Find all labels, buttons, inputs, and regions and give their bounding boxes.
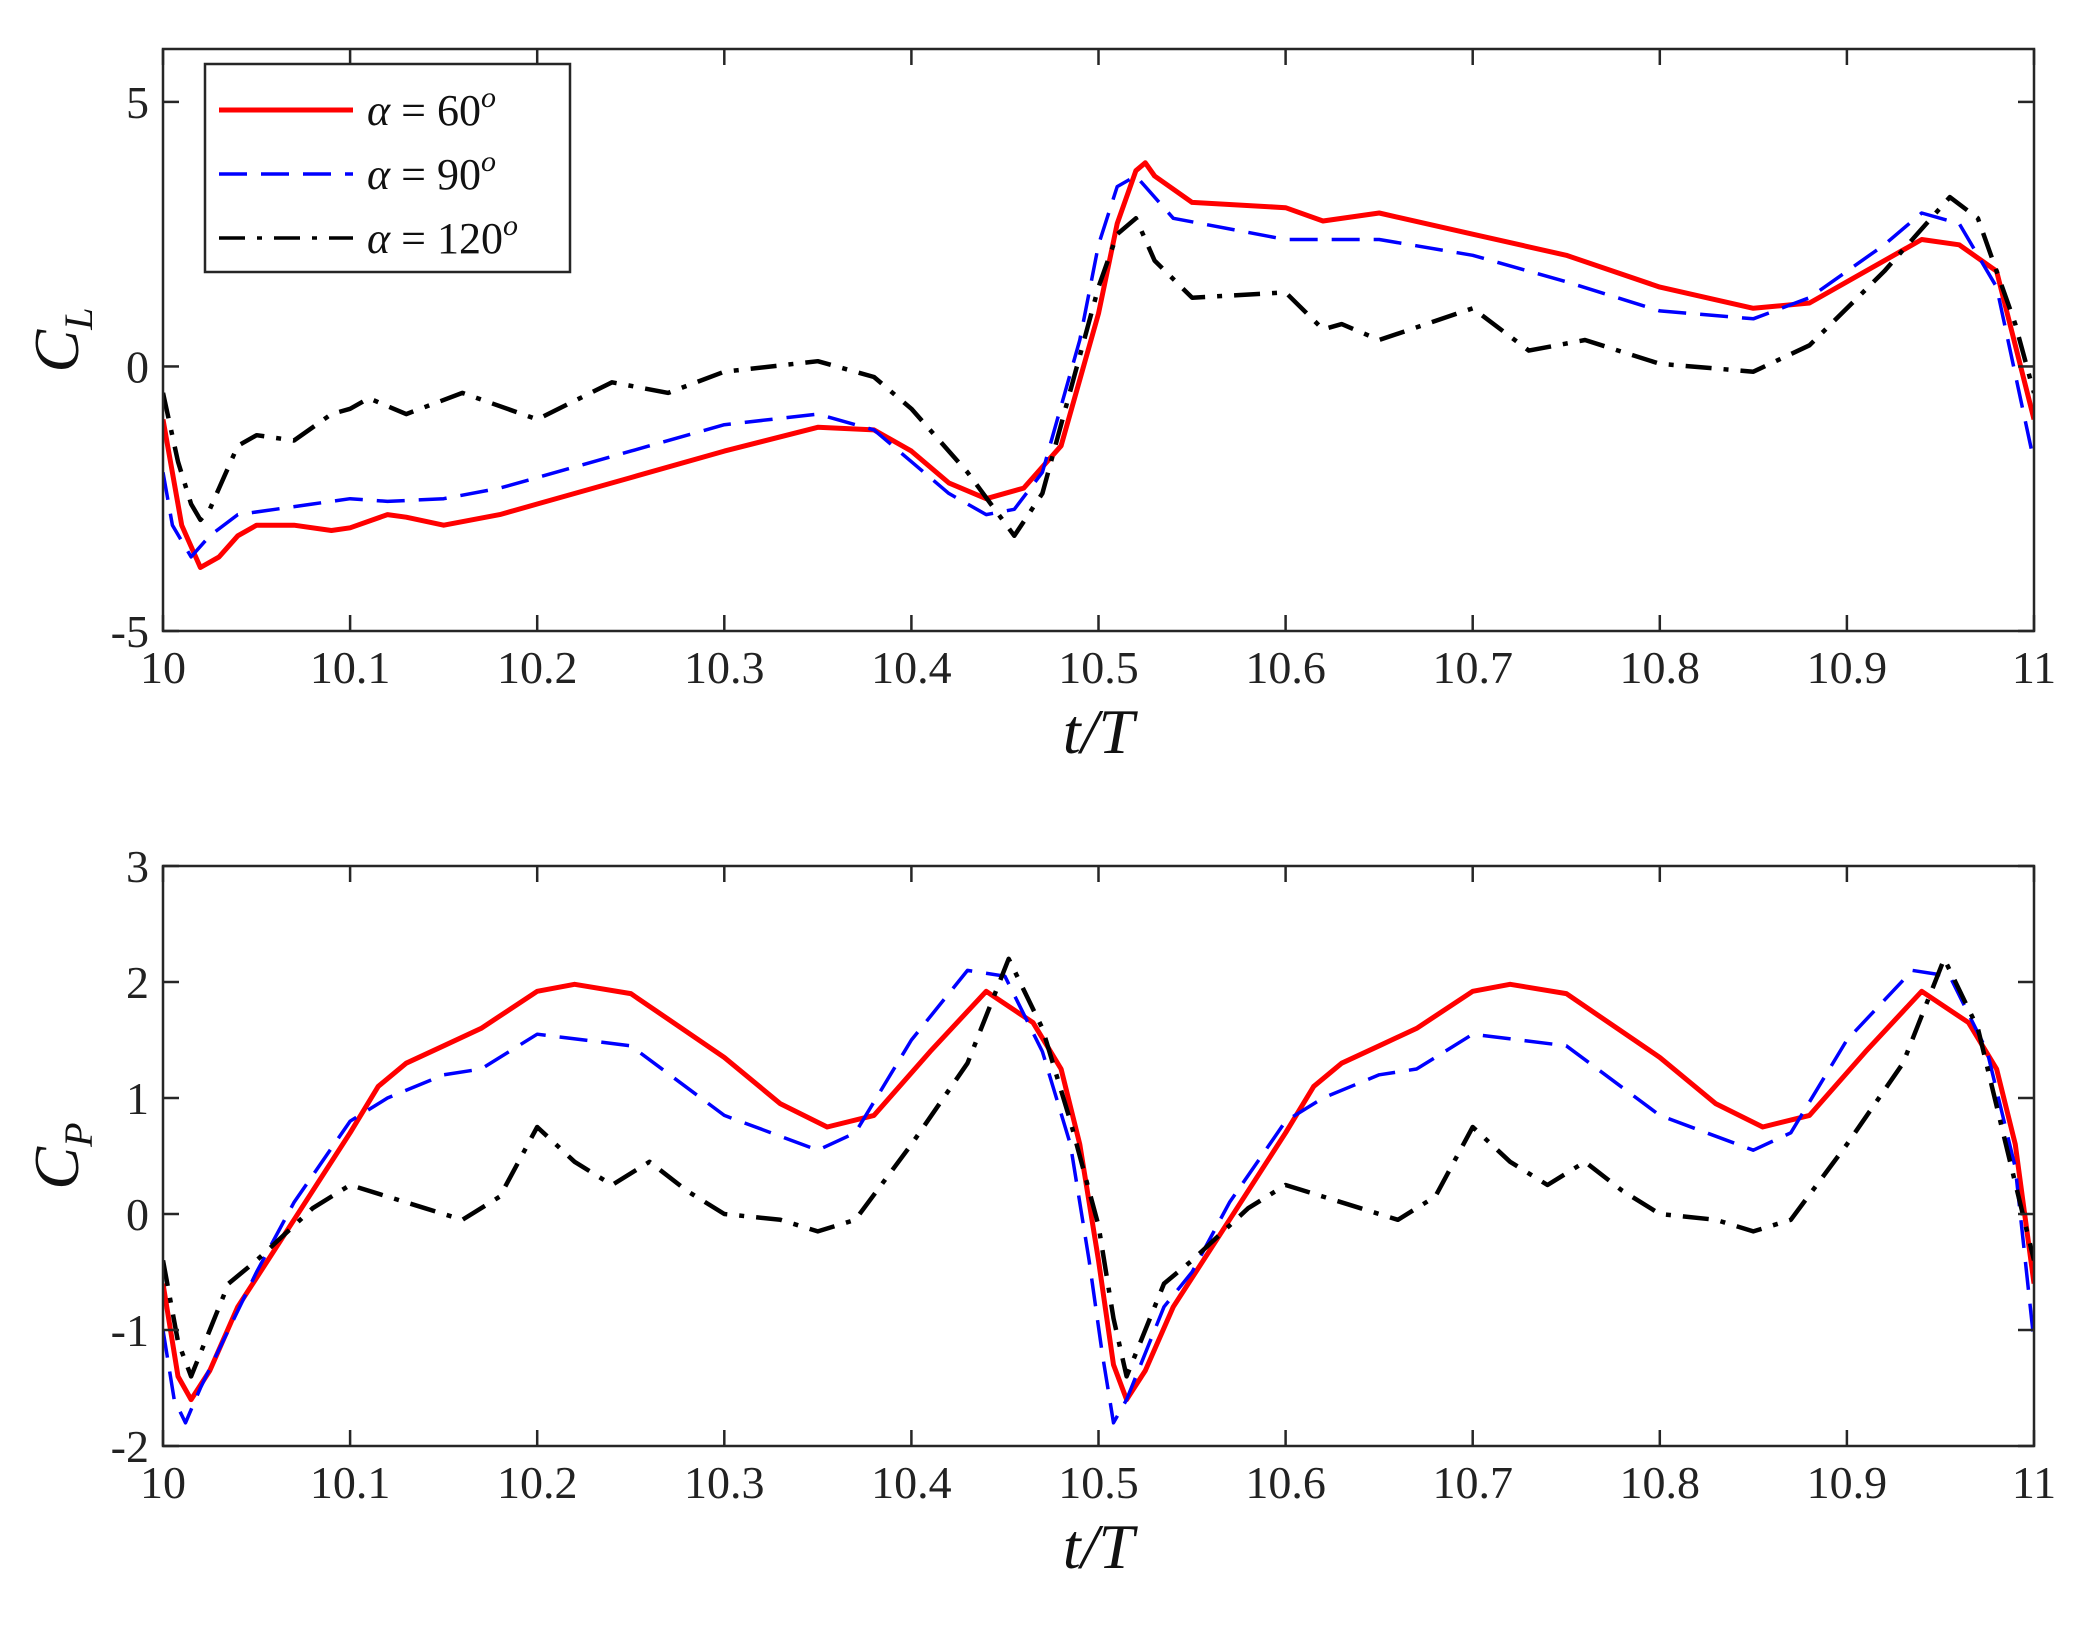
legend-label-symbol: α [367,150,391,199]
power-coefficient-panel: 10 10.1 10.2 10.3 10.4 10.5 10.6 10.7 10.8 10.9 11… [21,841,2056,1582]
x-tick-label: 10.2 [497,642,578,693]
axes-frame [161,864,2036,1448]
legend-label-symbol: α [367,214,391,263]
y-tick-label: 0 [126,1189,149,1240]
y-tick-label: 2 [126,957,149,1008]
legend-label-equals: = [390,150,437,199]
x-axis-label: t/T [1063,696,1139,767]
legend-label-degree: o [481,145,496,178]
x-tick-label: 10.3 [684,642,765,693]
legend-label-value: 60 [437,86,481,135]
x-tick-label: 10.1 [310,1457,391,1508]
x-tick-label: 11 [2012,642,2056,693]
y-tick-label: -1 [111,1305,149,1356]
lift-coefficient-panel: 10 10.1 10.2 10.3 10.4 10.5 10.6 10.7 10.8 10.9 11… [21,47,2056,767]
y-tick-label: 1 [126,1073,149,1124]
x-tick-label: 10.5 [1058,642,1139,693]
x-tick-label: 10.3 [684,1457,765,1508]
legend-label: α = 90o [367,145,496,199]
x-tick-label: 10.6 [1245,1457,1326,1508]
legend-label-value: 120 [437,214,503,263]
legend-label-equals: = [390,86,437,135]
series-line-alpha-90 [163,968,2034,1425]
legend-label-symbol: α [367,86,391,135]
y-tick-label: -5 [111,606,149,657]
y-axis-label-subscript: P [56,1122,101,1147]
x-tick-label: 10.1 [310,642,391,693]
x-tick-label: 10.7 [1432,642,1513,693]
legend-label-equals: = [390,214,437,263]
legend-label-degree: o [481,81,496,114]
y-tick-label: 0 [126,341,149,392]
y-axis-label-subscript: L [56,308,101,331]
x-tick-label: 10.9 [1807,1457,1888,1508]
x-axis-label: t/T [1063,1511,1139,1582]
x-tick-label: 10.9 [1807,642,1888,693]
series-line-alpha-120 [163,956,2034,1379]
series-line-alpha-60 [163,981,2034,1403]
legend-box [203,62,572,274]
x-tick-label: 10.6 [1245,642,1326,693]
x-tick-label: 10.5 [1058,1457,1139,1508]
legend-label-degree: o [503,209,518,242]
series-line-alpha-60 [163,160,2034,570]
y-axis-label-base: C [21,328,92,372]
y-axis-label: CP [21,1122,101,1189]
x-tick-label: 10.8 [1620,1457,1701,1508]
x-tick-label: 10 [140,1457,186,1508]
legend-label: α = 60o [367,81,496,135]
y-axis-label: CL [21,308,101,373]
x-tick-label: 11 [2012,1457,2056,1508]
series-line-alpha-90 [163,174,2034,559]
series-line-alpha-120 [163,194,2034,539]
x-tick-label: 10.2 [497,1457,578,1508]
x-tick-label: 10 [140,642,186,693]
x-tick-label: 10.7 [1432,1457,1513,1508]
y-tick-label: 3 [126,841,149,892]
legend-label-value: 90 [437,150,481,199]
x-tick-label: 10.8 [1620,642,1701,693]
x-tick-label: 10.4 [871,642,952,693]
legend-label: α = 120o [367,209,518,263]
y-tick-label: 5 [126,77,149,128]
y-tick-label: -2 [111,1421,149,1472]
y-axis-label-base: C [21,1146,92,1190]
x-tick-label: 10.4 [871,1457,952,1508]
